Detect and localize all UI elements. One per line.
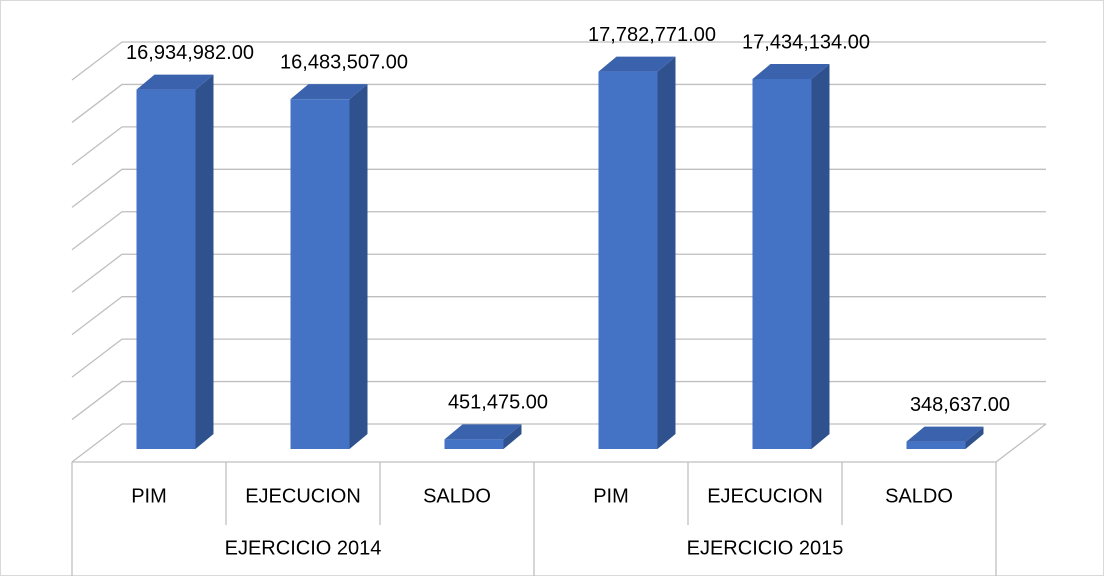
bar <box>136 89 196 449</box>
grid-line <box>71 253 1046 293</box>
bar <box>444 439 504 449</box>
data-label: 17,782,771.00 <box>588 24 716 46</box>
bar <box>906 441 966 449</box>
x-tick-label: EJECUCION <box>707 485 823 507</box>
bar-side <box>503 424 522 449</box>
data-label: 16,934,982.00 <box>126 42 254 64</box>
grid-line <box>71 41 1046 81</box>
grid-line <box>71 126 1046 166</box>
bar-top <box>290 84 368 100</box>
bar-top <box>136 74 214 90</box>
bar <box>752 79 812 449</box>
bar-top <box>598 56 676 72</box>
bar-side <box>965 426 984 449</box>
grid-line <box>71 211 1046 251</box>
x-tick-label: PIM <box>593 485 629 507</box>
x-tick-label: SALDO <box>885 485 953 507</box>
x-tick-label: PIM <box>131 485 167 507</box>
grid-line <box>71 423 1046 463</box>
grid-line <box>71 296 1046 336</box>
grid-line <box>71 380 1046 421</box>
group-label: EJERCICIO 2015 <box>687 537 844 559</box>
bar-side <box>811 64 830 449</box>
x-tick-label: SALDO <box>423 485 491 507</box>
data-label: 16,483,507.00 <box>280 51 408 73</box>
bar-top <box>444 424 522 440</box>
bar-side <box>657 56 676 450</box>
grid-line <box>71 338 1046 378</box>
grid-line <box>71 168 1046 208</box>
data-label: 348,637.00 <box>910 394 1010 416</box>
bar-side <box>349 84 368 449</box>
data-label: 17,434,134.00 <box>742 31 870 53</box>
data-label: 451,475.00 <box>448 392 548 414</box>
x-tick-label: EJECUCION <box>245 485 361 507</box>
group-label: EJERCICIO 2014 <box>225 537 382 559</box>
grid-line <box>71 83 1046 123</box>
bar-top <box>752 64 830 80</box>
bar <box>290 99 350 449</box>
bar-side <box>195 74 214 449</box>
bar <box>598 71 658 450</box>
bar-top <box>906 426 984 442</box>
